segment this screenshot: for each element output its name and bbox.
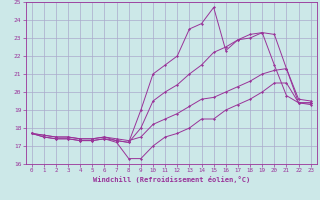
X-axis label: Windchill (Refroidissement éolien,°C): Windchill (Refroidissement éolien,°C) [92, 176, 250, 183]
